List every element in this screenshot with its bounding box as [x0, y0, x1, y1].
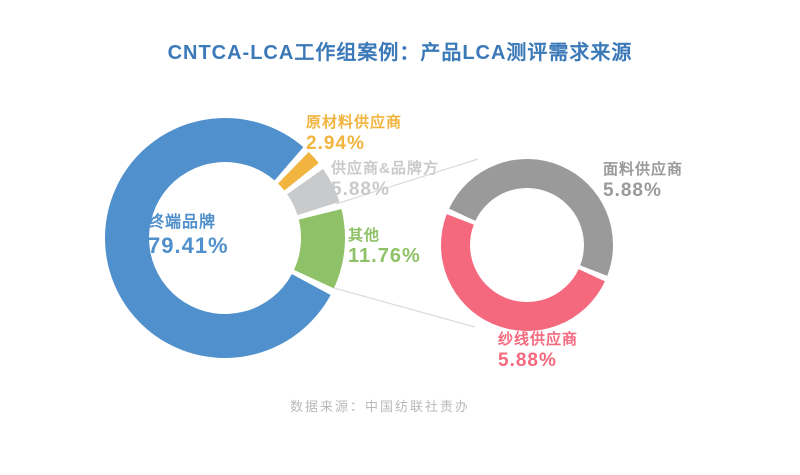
chart-title: CNTCA-LCA工作组案例：产品LCA测评需求来源 — [167, 42, 633, 64]
label-fabric-supplier-name: 面料供应商 — [603, 161, 684, 178]
donut-segment-其他 — [293, 208, 345, 289]
label-fabric-supplier-value: 5.88% — [603, 180, 662, 201]
label-fabric-supplier: 面料供应商 5.88% — [603, 160, 683, 202]
donut-segment-纱线供应商 — [440, 214, 605, 332]
breakdown-connector-line-top — [335, 158, 479, 205]
label-end-brand: 终端品牌 79.41% — [148, 212, 229, 259]
donut-segment-原材料供应商 — [278, 152, 319, 191]
breakdown-connector-line-bottom — [333, 287, 476, 328]
label-yarn-supplier: 纱线供应商 5.88% — [498, 330, 578, 372]
donut-segment-终端品牌 — [104, 117, 331, 358]
data-source-note: 数据来源：中国纺联社责办 — [289, 399, 470, 414]
label-yarn-supplier-value: 5.88% — [498, 350, 557, 371]
label-supplier-and-brand: 供应商&品牌方 5.88% — [331, 159, 439, 201]
label-raw-material-name: 原材料供应商 — [306, 114, 403, 131]
label-yarn-supplier-name: 纱线供应商 — [498, 331, 579, 348]
label-other-name: 其他 — [348, 227, 381, 244]
donut-chart-breakdown — [440, 158, 614, 332]
donut-segment-供应商&品牌方 — [287, 168, 340, 216]
label-other-value: 11.76% — [348, 245, 421, 267]
donut-chart-main — [104, 117, 345, 358]
label-supplier-and-brand-value: 5.88% — [331, 179, 390, 200]
label-supplier-and-brand-name: 供应商&品牌方 — [331, 160, 439, 177]
label-raw-material-value: 2.94% — [306, 133, 365, 154]
label-end-brand-name: 终端品牌 — [148, 214, 217, 231]
label-raw-material-supplier: 原材料供应商 2.94% — [306, 113, 402, 155]
donut-segment-面料供应商 — [449, 158, 614, 276]
label-end-brand-value: 79.41% — [148, 233, 229, 258]
label-other: 其他 11.76% — [348, 226, 421, 268]
